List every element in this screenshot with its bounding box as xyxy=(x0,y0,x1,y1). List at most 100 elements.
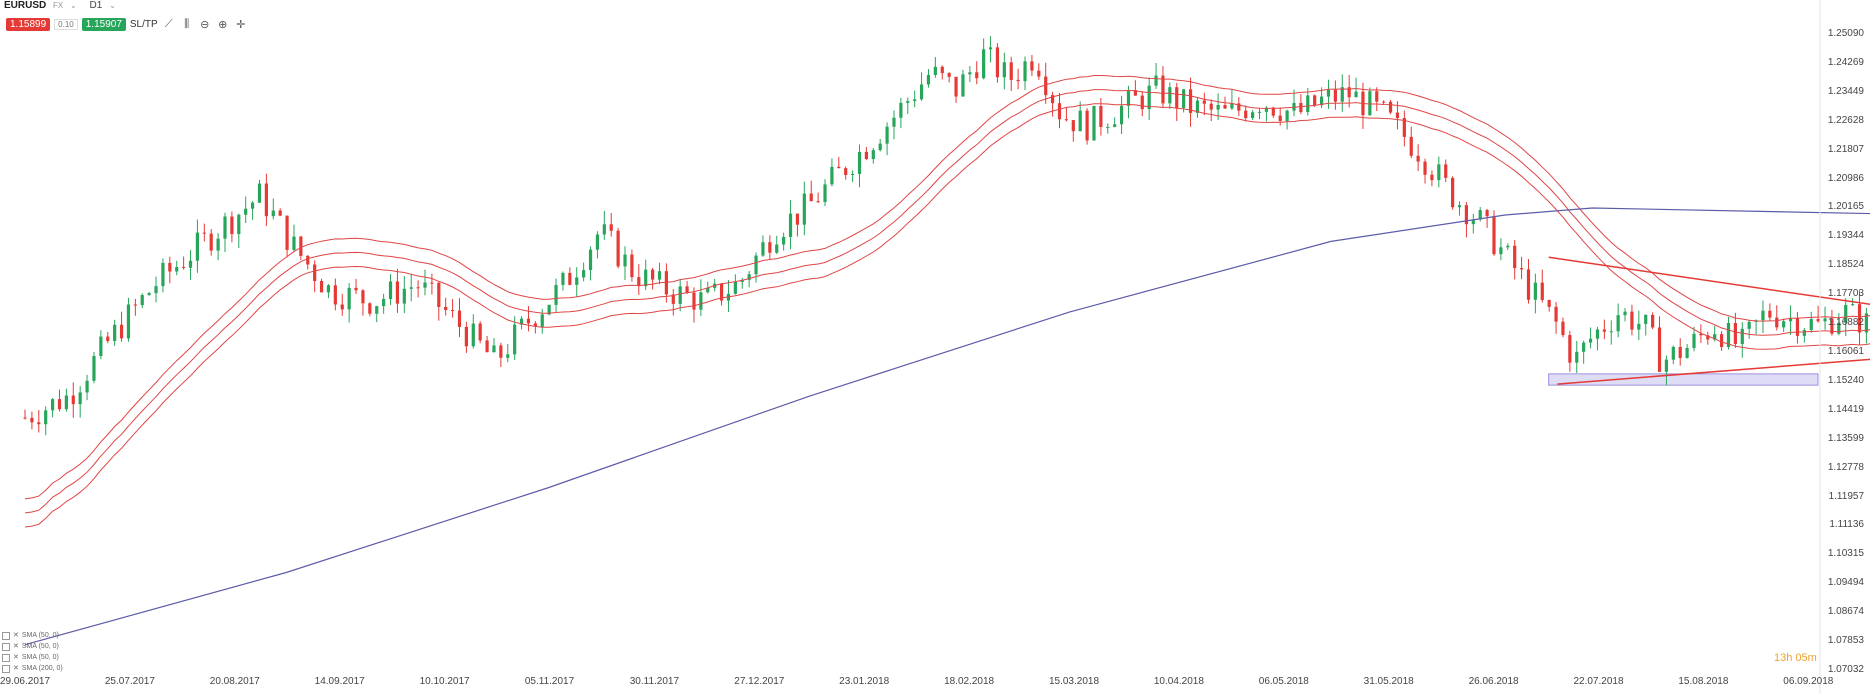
candle-body xyxy=(326,285,331,293)
price-tick-label: 1.23449 xyxy=(1827,85,1864,97)
chevron-down-icon[interactable]: ⌄ xyxy=(109,1,116,10)
candle-body xyxy=(471,323,475,347)
sell-price-button[interactable]: 1.15899 xyxy=(6,18,51,31)
candle-body xyxy=(278,210,282,216)
price-tick-label: 1.09494 xyxy=(1827,577,1864,589)
candle-body xyxy=(602,224,606,235)
support-zone-rectangle[interactable] xyxy=(1548,373,1819,386)
trendline-lower xyxy=(1557,358,1870,385)
candle-body xyxy=(1113,124,1117,127)
price-tick-label: 1.25090 xyxy=(1827,28,1864,39)
candle-body xyxy=(395,281,400,304)
candle-body xyxy=(319,281,324,293)
candle-body xyxy=(430,282,434,284)
crosshair-icon[interactable]: ✛ xyxy=(236,19,246,31)
candle-body xyxy=(678,286,682,304)
candle-body xyxy=(1195,100,1200,113)
candle-body xyxy=(457,310,462,327)
candle-body xyxy=(637,277,641,287)
candle-body xyxy=(1347,87,1351,98)
candle-body xyxy=(168,262,172,272)
candle-body xyxy=(685,286,689,293)
date-tick-label: 15.03.2018 xyxy=(1048,676,1100,687)
candle-body xyxy=(809,193,813,202)
candle-body xyxy=(899,102,903,118)
sltp-button[interactable]: SL/TP xyxy=(129,19,158,30)
candle-body xyxy=(1457,205,1462,208)
candle-body xyxy=(1216,105,1220,110)
candle-body xyxy=(375,306,379,314)
candle-body xyxy=(830,166,834,185)
candle-body xyxy=(1444,164,1448,178)
candle-body xyxy=(1623,311,1627,316)
candle-body xyxy=(499,345,503,358)
price-tick-label: 1.20986 xyxy=(1827,172,1864,184)
candle-body xyxy=(99,336,103,356)
triangle-trendlines[interactable] xyxy=(1548,256,1870,385)
date-tick-label: 14.09.2017 xyxy=(314,676,365,687)
candle-body xyxy=(1513,245,1517,269)
candle-body xyxy=(644,269,648,287)
candle-body xyxy=(540,314,544,327)
candle-body xyxy=(823,184,827,202)
date-tick-label: 06.05.2018 xyxy=(1258,676,1309,687)
candle-body xyxy=(747,274,751,280)
candle-body xyxy=(71,395,75,405)
candle-body xyxy=(1251,112,1255,119)
candle-body xyxy=(244,208,248,215)
candles-icon[interactable]: ⫼ xyxy=(184,18,190,30)
candle-body xyxy=(416,287,420,289)
candle-body xyxy=(1782,321,1786,328)
buy-price-button[interactable]: 1.15907 xyxy=(81,18,126,31)
candle-body xyxy=(1561,321,1565,336)
candle-body xyxy=(1547,299,1551,307)
candle-body xyxy=(1202,100,1206,104)
symbol-header[interactable]: EURUSD FX ⌄ D1 ⌄ xyxy=(4,0,116,11)
candle-body xyxy=(1430,174,1434,181)
zoom-out-icon[interactable]: ⊖ xyxy=(200,19,210,31)
date-tick-label: 23.01.2018 xyxy=(839,676,890,687)
candle-body xyxy=(1168,87,1172,104)
candle-body xyxy=(1064,119,1069,121)
candle-body xyxy=(1078,110,1082,132)
date-tick-label: 15.08.2018 xyxy=(1678,676,1729,687)
line-chart-icon[interactable]: ⟋ xyxy=(164,18,173,30)
timeframe-selector[interactable]: D1 xyxy=(89,0,103,11)
price-tick-label: 1.20165 xyxy=(1827,201,1864,213)
candle-body xyxy=(140,295,144,306)
candle-body xyxy=(1485,210,1489,217)
candle-body xyxy=(1568,335,1572,363)
indicator-item[interactable]: ✕ SMA (50, 0) xyxy=(2,652,63,663)
candle-body xyxy=(1126,90,1131,106)
candle-body xyxy=(450,310,455,312)
candle-body xyxy=(285,215,289,250)
candle-body xyxy=(1044,76,1048,96)
candle-body xyxy=(988,47,993,50)
candle-body xyxy=(740,279,744,282)
candle-body xyxy=(1526,269,1531,300)
zoom-in-icon[interactable]: ⊕ xyxy=(218,19,228,31)
indicator-item[interactable]: ✕ SMA (200, 0) xyxy=(2,663,63,674)
candle-body xyxy=(802,193,806,225)
chevron-down-icon[interactable]: ⌄ xyxy=(70,1,77,10)
price-tick-label: 1.08674 xyxy=(1827,606,1864,618)
lot-size-field[interactable]: 0.10 xyxy=(54,19,78,30)
candle-body xyxy=(1664,359,1669,372)
candle-body xyxy=(1223,105,1227,109)
candle-body xyxy=(664,271,668,295)
candle-body xyxy=(299,236,303,256)
candle-body xyxy=(195,232,200,261)
candle-body xyxy=(775,244,779,253)
candle-body xyxy=(1761,310,1765,321)
candle-body xyxy=(216,238,220,251)
candle-body xyxy=(1685,347,1689,358)
indicator-item[interactable]: ✕ SMA (50, 0) xyxy=(2,641,63,652)
indicator-item[interactable]: ✕ SMA (50, 0) xyxy=(2,630,63,641)
candle-body xyxy=(264,183,268,217)
candle-body xyxy=(106,336,110,341)
candle-body xyxy=(1023,61,1027,82)
candle-body xyxy=(1651,314,1655,328)
candle-body xyxy=(885,126,889,144)
candle-body xyxy=(250,202,255,209)
